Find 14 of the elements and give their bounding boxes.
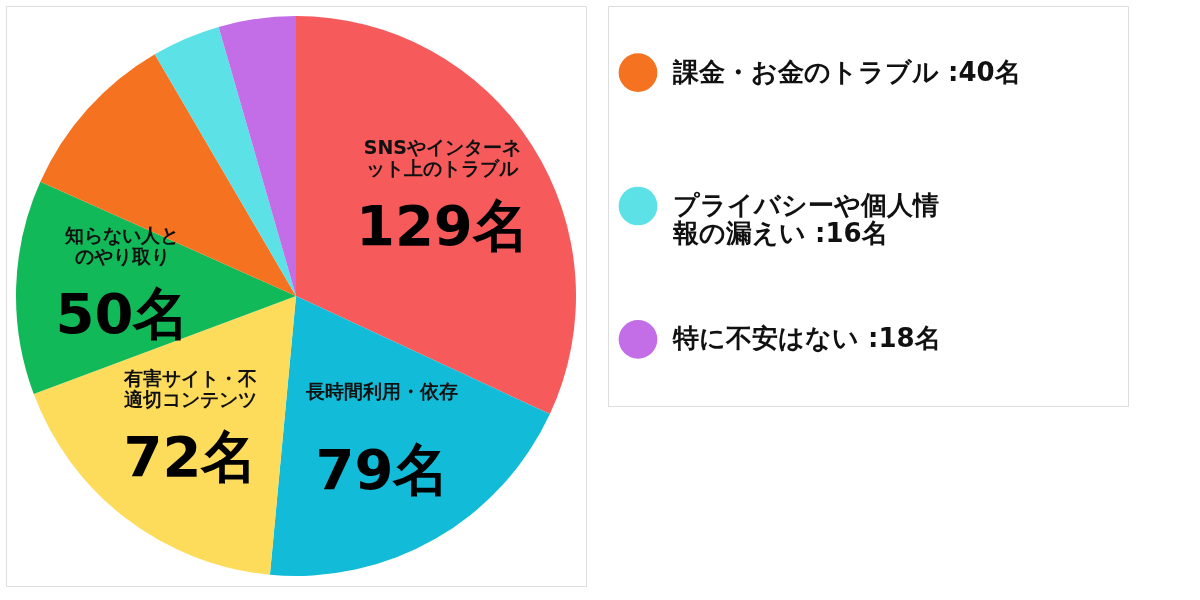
data-label: 79名 [315,436,450,502]
slice-label: SNSやインターネット上のトラブル [363,135,522,179]
pie-slice [218,16,296,296]
legend-label: 課金・お金のトラブル :40名 [672,56,1021,87]
legend-label: 特に不安はない :18名 [672,323,941,354]
slice-label: 有害サイト・不適切コンテンツ [123,366,257,410]
slice-label: 長時間利用・依存 [305,379,459,402]
data-label: 50名 [55,280,190,346]
slice-label: 知らない人とのやり取り [64,223,180,267]
pie-slice [296,16,576,415]
pie-slice [269,296,550,576]
data-label: 72名 [123,423,258,489]
legend-label: プライバシーや個人情報の漏えい :16名 [672,190,939,248]
data-label: 129名 [355,192,529,258]
